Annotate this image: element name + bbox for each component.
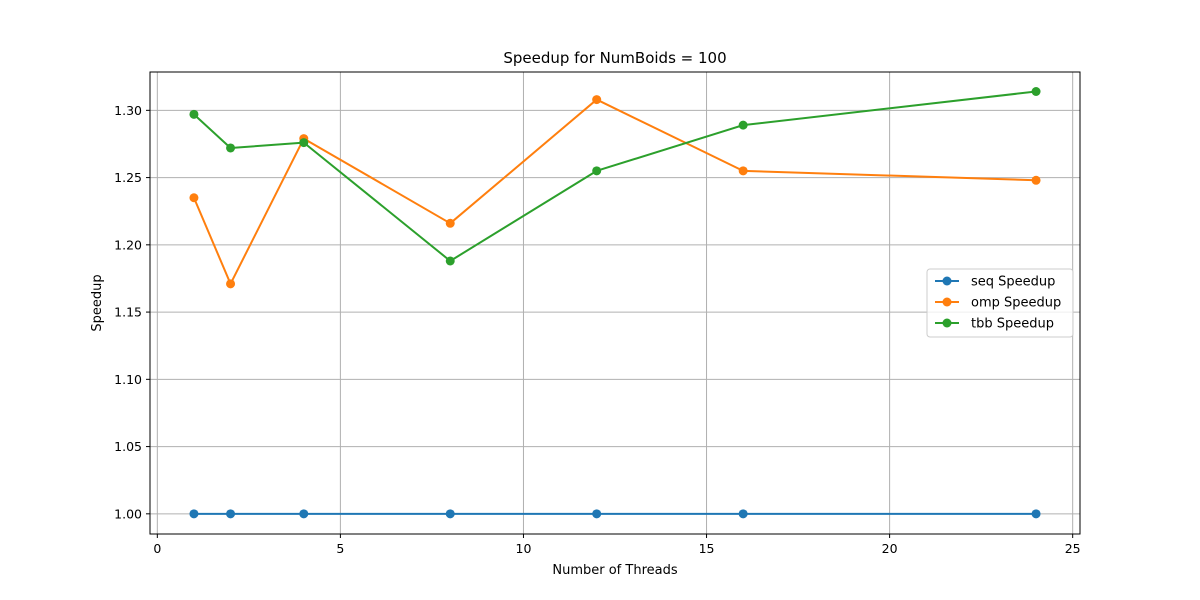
y-tick-label: 1.15	[114, 305, 142, 320]
data-point	[299, 138, 309, 148]
series-layer	[189, 87, 1041, 519]
x-tick-label: 10	[516, 541, 532, 556]
series-seq-speedup	[189, 509, 1041, 519]
y-tick-label: 1.05	[114, 439, 142, 454]
data-point	[738, 166, 748, 176]
data-point	[1031, 87, 1041, 97]
legend-label: seq Speedup	[971, 275, 1055, 290]
legend: seq Speedup omp Speedup tbb Speedup	[926, 268, 1074, 338]
data-point	[226, 279, 236, 289]
data-point	[189, 509, 199, 519]
x-tick-label: 20	[882, 541, 898, 556]
axis-ticks: 0 5 10 15 20 25 1.00 1.05 1.10 1.15 1.20 1.25 1.30	[114, 103, 1080, 556]
y-tick-label: 1.20	[114, 237, 142, 252]
legend-label: tbb Speedup	[971, 317, 1054, 332]
legend-swatch-marker	[942, 318, 952, 328]
data-point	[445, 218, 455, 228]
series-omp-speedup	[189, 95, 1041, 289]
data-point	[299, 509, 309, 519]
data-point	[226, 143, 236, 153]
data-point	[1031, 509, 1041, 519]
data-point	[738, 509, 748, 519]
legend-label: omp Speedup	[971, 296, 1061, 311]
data-point	[592, 95, 602, 105]
data-point	[738, 120, 748, 130]
x-tick-label: 5	[336, 541, 344, 556]
y-tick-label: 1.25	[114, 170, 142, 185]
x-tick-label: 0	[153, 541, 161, 556]
y-axis-label: Speedup	[90, 274, 105, 331]
data-point	[189, 193, 199, 203]
x-tick-label: 15	[699, 541, 715, 556]
series-line	[193, 98, 1037, 285]
data-point	[189, 109, 199, 119]
legend-item: tbb Speedup	[935, 317, 1054, 332]
data-point	[445, 256, 455, 266]
data-point	[592, 509, 602, 519]
y-tick-label: 1.10	[114, 372, 142, 387]
data-point	[592, 166, 602, 176]
legend-item: seq Speedup	[935, 275, 1055, 290]
y-tick-label: 1.30	[114, 103, 142, 118]
x-axis-label: Number of Threads	[552, 563, 677, 578]
y-tick-label: 1.00	[114, 506, 142, 521]
data-point	[445, 509, 455, 519]
legend-swatch-marker	[942, 276, 952, 286]
chart-title: Speedup for NumBoids = 100	[503, 49, 726, 67]
legend-swatch-marker	[942, 297, 952, 307]
data-point	[226, 509, 236, 519]
data-point	[1031, 175, 1041, 185]
plot-frame	[149, 71, 1081, 535]
legend-item: omp Speedup	[935, 296, 1061, 311]
legend-box	[926, 268, 1074, 338]
series-tbb-speedup	[189, 87, 1041, 266]
x-tick-label: 25	[1065, 541, 1081, 556]
